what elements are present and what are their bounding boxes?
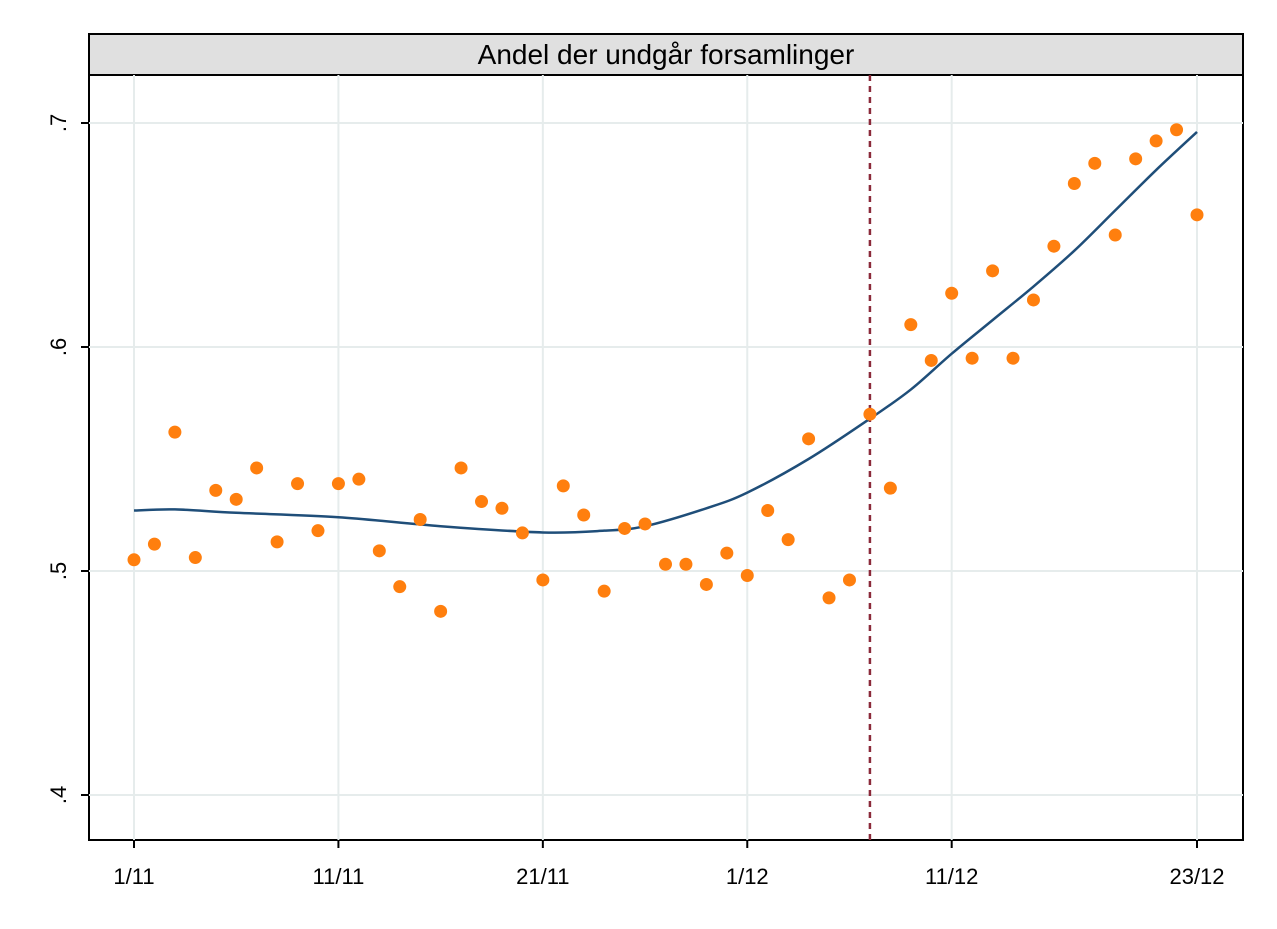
- data-point: [863, 407, 877, 421]
- data-point: [515, 526, 529, 540]
- data-point: [147, 537, 161, 551]
- data-point: [904, 318, 918, 332]
- data-point: [965, 351, 979, 365]
- data-point: [842, 573, 856, 587]
- data-point: [434, 604, 448, 618]
- data-point: [986, 264, 1000, 278]
- data-point: [536, 573, 550, 587]
- data-point: [1088, 156, 1102, 170]
- x-tick-label: 11/11: [313, 864, 365, 889]
- data-point: [618, 521, 632, 535]
- data-point: [1047, 239, 1061, 253]
- title-bar: [88, 33, 1244, 76]
- data-point: [250, 461, 264, 475]
- data-point: [659, 557, 672, 571]
- y-tick-label: .7: [46, 114, 71, 132]
- data-point: [229, 492, 243, 506]
- y-tick-label: .6: [46, 338, 71, 356]
- x-tick-label: 11/12: [925, 864, 978, 889]
- x-tick-label: 1/11: [113, 864, 154, 889]
- chart-title: Andel der undgår forsamlinger: [478, 39, 855, 70]
- data-point: [1129, 152, 1143, 166]
- scatter-points: [127, 123, 1204, 618]
- data-point: [209, 483, 223, 497]
- data-point: [1026, 293, 1040, 307]
- data-point: [331, 477, 345, 491]
- x-tick-label: 23/12: [1169, 864, 1224, 889]
- data-point: [781, 533, 795, 547]
- data-point: [945, 286, 959, 300]
- data-point: [495, 501, 509, 515]
- data-point: [638, 517, 652, 531]
- data-point: [883, 481, 897, 495]
- data-point: [372, 544, 386, 558]
- fit-line-group: [133, 131, 1198, 534]
- data-point: [761, 504, 775, 518]
- data-point: [127, 553, 141, 567]
- data-point: [413, 512, 427, 526]
- data-point: [577, 508, 591, 522]
- data-point: [822, 591, 836, 605]
- y-axis: .4 .5 .6 .7: [46, 114, 89, 804]
- data-point: [740, 568, 754, 582]
- data-point: [291, 477, 305, 491]
- data-point: [454, 461, 468, 475]
- data-point: [270, 535, 284, 549]
- y-tick-label: .4: [46, 786, 71, 804]
- data-point: [1190, 208, 1204, 222]
- data-point: [1149, 134, 1163, 148]
- data-point: [556, 479, 570, 493]
- data-point: [802, 432, 816, 446]
- x-tick-label: 21/11: [516, 864, 569, 889]
- data-point: [1067, 176, 1081, 190]
- plot-area: [88, 74, 1244, 841]
- data-point: [597, 584, 611, 598]
- data-point: [924, 353, 938, 367]
- data-point: [720, 546, 734, 560]
- data-point: [475, 495, 489, 509]
- data-point: [1170, 123, 1184, 137]
- data-point: [311, 524, 325, 538]
- y-tick-label: .5: [46, 562, 71, 580]
- x-axis: 1/11 11/11 21/11 1/12 11/12 23/12: [113, 840, 1225, 889]
- data-point: [393, 580, 407, 594]
- data-point: [699, 577, 713, 591]
- x-tick-label: 1/12: [726, 864, 769, 889]
- data-point: [1006, 351, 1020, 365]
- fit-line: [133, 131, 1198, 534]
- data-point: [1108, 228, 1122, 242]
- data-point: [188, 551, 202, 565]
- grid: [89, 75, 1243, 840]
- data-point: [168, 425, 182, 439]
- data-point: [679, 557, 693, 571]
- data-point: [352, 472, 366, 486]
